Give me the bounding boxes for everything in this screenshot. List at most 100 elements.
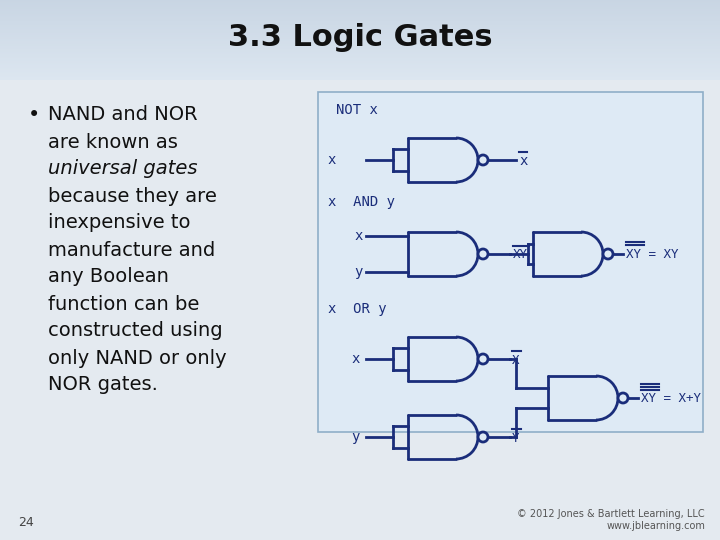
- FancyBboxPatch shape: [0, 41, 720, 42]
- Bar: [0, 54, 720, 55]
- Bar: [0, 18, 720, 19]
- Bar: [0, 14, 720, 15]
- Bar: [0, 49, 720, 50]
- Bar: [0, 69, 720, 70]
- FancyBboxPatch shape: [0, 55, 720, 56]
- Bar: [0, 79, 720, 80]
- FancyBboxPatch shape: [0, 6, 720, 7]
- Bar: [0, 31, 720, 32]
- Bar: [0, 27, 720, 28]
- Bar: [0, 16, 720, 17]
- Bar: [0, 42, 720, 43]
- Bar: [0, 57, 720, 58]
- Bar: [0, 21, 720, 22]
- FancyBboxPatch shape: [0, 23, 720, 24]
- Bar: [0, 5, 720, 6]
- Text: y: y: [355, 266, 363, 280]
- Text: NOR gates.: NOR gates.: [48, 375, 158, 395]
- Bar: [0, 19, 720, 20]
- Bar: [0, 60, 720, 61]
- Bar: [0, 62, 720, 63]
- Text: x: x: [351, 352, 360, 366]
- Bar: [0, 65, 720, 66]
- Text: x: x: [519, 154, 527, 168]
- FancyBboxPatch shape: [0, 77, 720, 78]
- Bar: [0, 6, 720, 7]
- FancyBboxPatch shape: [0, 40, 720, 41]
- FancyBboxPatch shape: [0, 59, 720, 60]
- FancyBboxPatch shape: [0, 24, 720, 25]
- Bar: [0, 8, 720, 9]
- Bar: [0, 70, 720, 71]
- Bar: [0, 17, 720, 18]
- Text: x  AND y: x AND y: [328, 195, 395, 209]
- Text: •: •: [28, 105, 40, 125]
- Text: 3.3 Logic Gates: 3.3 Logic Gates: [228, 24, 492, 52]
- Text: function can be: function can be: [48, 294, 199, 314]
- Text: constructed using: constructed using: [48, 321, 222, 341]
- FancyBboxPatch shape: [0, 4, 720, 5]
- FancyBboxPatch shape: [0, 45, 720, 46]
- Bar: [0, 0, 720, 1]
- FancyBboxPatch shape: [0, 25, 720, 26]
- Bar: [0, 9, 720, 10]
- FancyBboxPatch shape: [0, 32, 720, 33]
- Text: 24: 24: [18, 516, 34, 529]
- Bar: [0, 35, 720, 36]
- FancyBboxPatch shape: [0, 56, 720, 57]
- FancyBboxPatch shape: [0, 78, 720, 540]
- Bar: [0, 7, 720, 8]
- Bar: [0, 40, 720, 41]
- Bar: [0, 15, 720, 16]
- Text: any Boolean: any Boolean: [48, 267, 169, 287]
- FancyBboxPatch shape: [0, 8, 720, 9]
- FancyBboxPatch shape: [0, 54, 720, 55]
- Text: x: x: [328, 153, 336, 167]
- Text: © 2012 Jones & Bartlett Learning, LLC
www.jblearning.com: © 2012 Jones & Bartlett Learning, LLC ww…: [518, 509, 705, 531]
- FancyBboxPatch shape: [0, 73, 720, 74]
- FancyBboxPatch shape: [0, 74, 720, 75]
- FancyBboxPatch shape: [318, 92, 703, 432]
- FancyBboxPatch shape: [0, 20, 720, 21]
- Bar: [0, 58, 720, 59]
- FancyBboxPatch shape: [0, 48, 720, 49]
- FancyBboxPatch shape: [0, 9, 720, 10]
- FancyBboxPatch shape: [0, 22, 720, 23]
- FancyBboxPatch shape: [0, 50, 720, 51]
- FancyBboxPatch shape: [0, 57, 720, 58]
- Bar: [0, 67, 720, 68]
- Text: NAND and NOR: NAND and NOR: [48, 105, 197, 125]
- FancyBboxPatch shape: [0, 43, 720, 44]
- Text: XY = X+Y: XY = X+Y: [641, 393, 701, 406]
- FancyBboxPatch shape: [0, 58, 720, 59]
- Bar: [0, 13, 720, 14]
- FancyBboxPatch shape: [0, 46, 720, 47]
- Bar: [0, 61, 720, 62]
- Bar: [0, 44, 720, 45]
- FancyBboxPatch shape: [0, 33, 720, 34]
- Bar: [0, 46, 720, 47]
- Bar: [0, 34, 720, 35]
- Text: inexpensive to: inexpensive to: [48, 213, 191, 233]
- Bar: [0, 47, 720, 48]
- FancyBboxPatch shape: [0, 78, 720, 79]
- FancyBboxPatch shape: [0, 69, 720, 70]
- Bar: [0, 75, 720, 76]
- Text: XY: XY: [513, 248, 528, 261]
- FancyBboxPatch shape: [0, 12, 720, 13]
- Text: y: y: [351, 430, 360, 444]
- FancyBboxPatch shape: [0, 7, 720, 8]
- FancyBboxPatch shape: [0, 63, 720, 64]
- FancyBboxPatch shape: [0, 65, 720, 66]
- FancyBboxPatch shape: [0, 15, 720, 16]
- FancyBboxPatch shape: [0, 53, 720, 54]
- FancyBboxPatch shape: [0, 29, 720, 30]
- Text: universal gates: universal gates: [48, 159, 197, 179]
- Text: XY = XY: XY = XY: [626, 248, 678, 261]
- Bar: [0, 43, 720, 44]
- FancyBboxPatch shape: [0, 64, 720, 65]
- FancyBboxPatch shape: [0, 70, 720, 71]
- FancyBboxPatch shape: [0, 3, 720, 4]
- FancyBboxPatch shape: [0, 14, 720, 15]
- FancyBboxPatch shape: [0, 35, 720, 36]
